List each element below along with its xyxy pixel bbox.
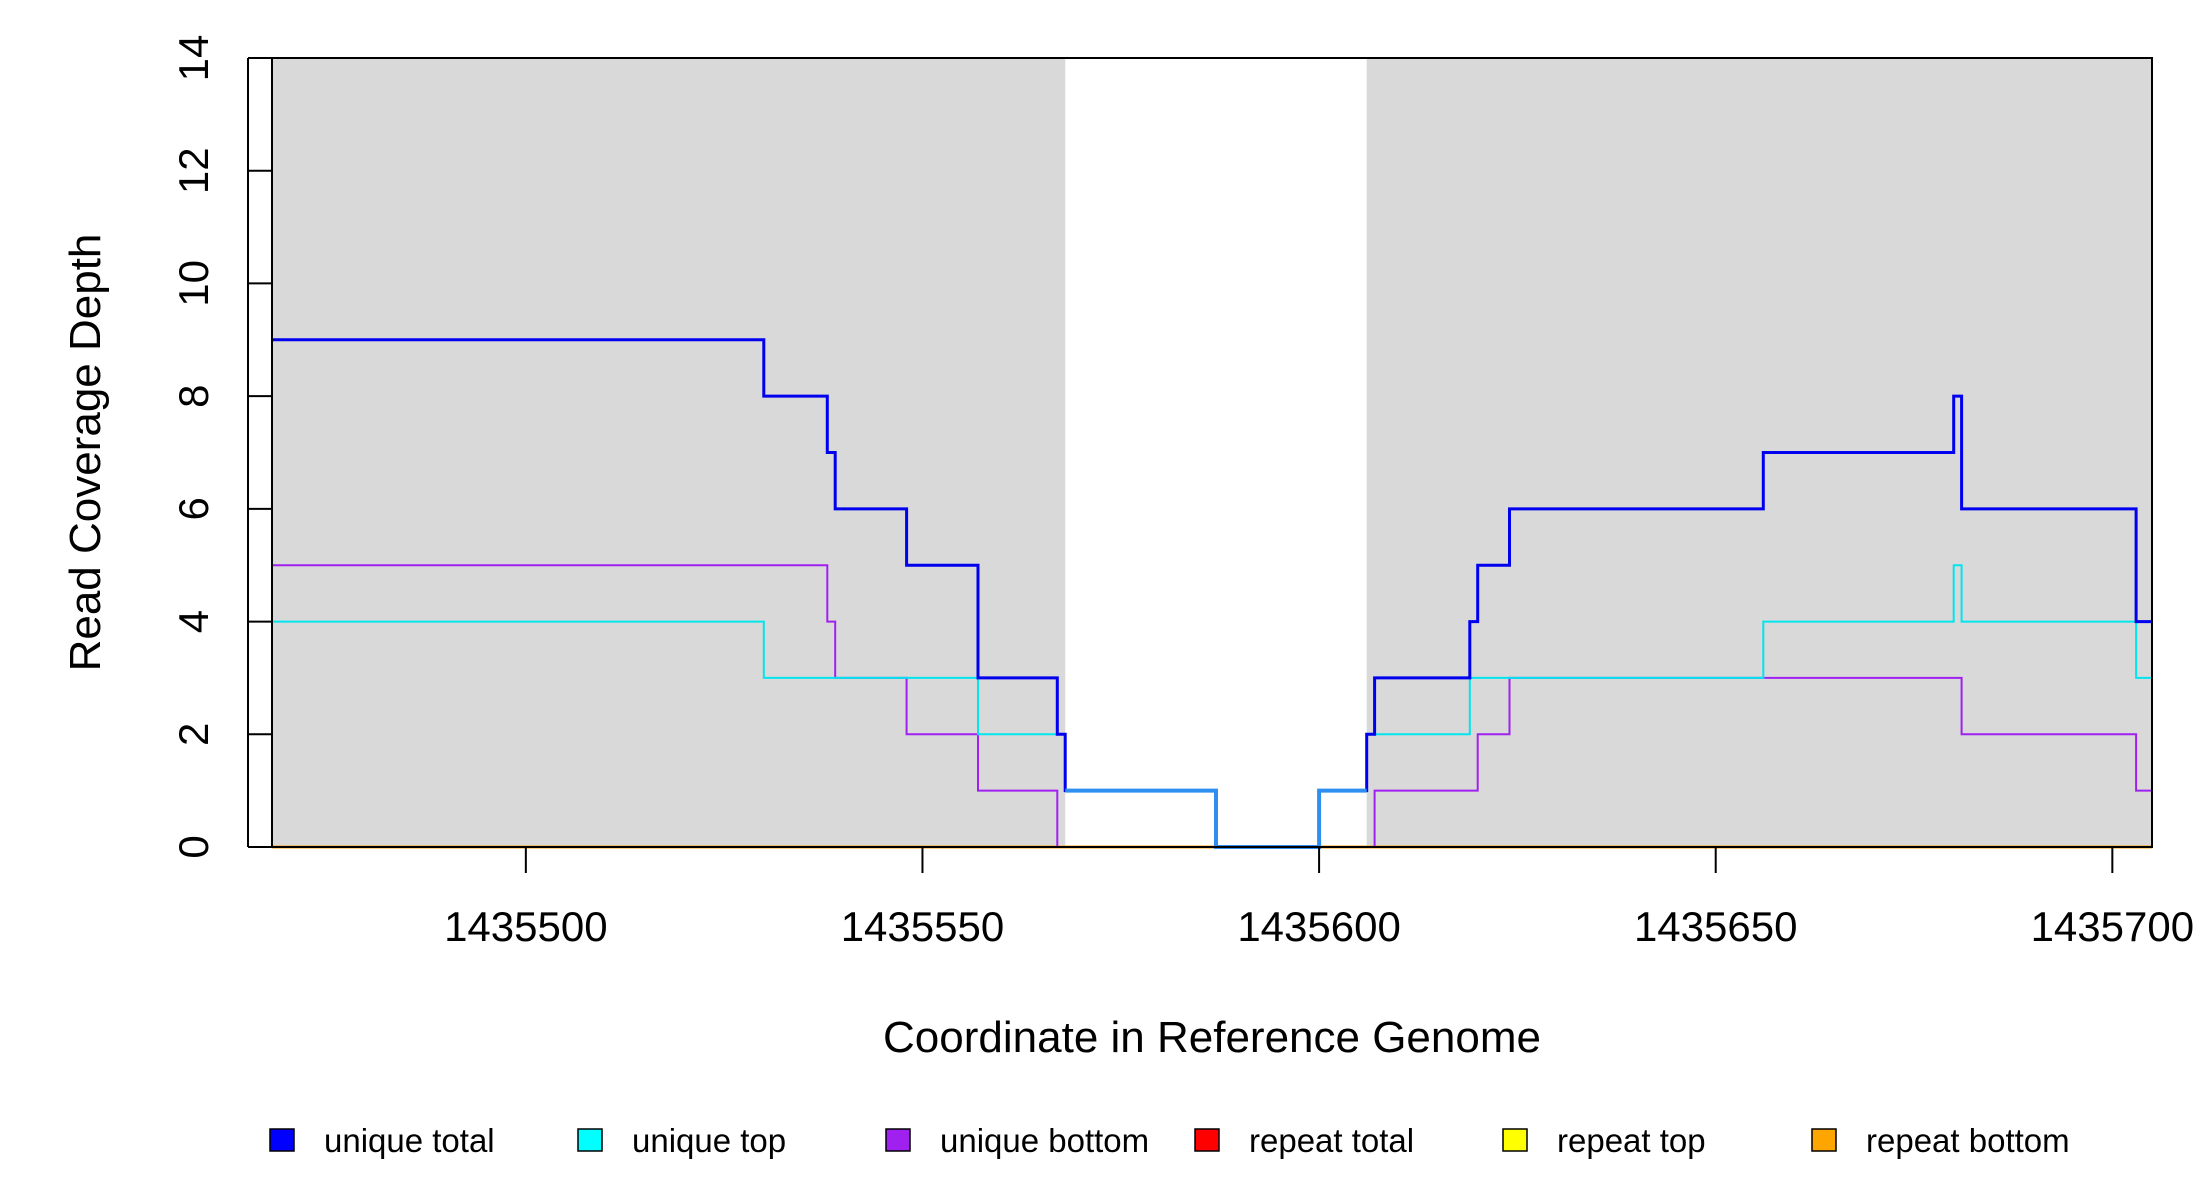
legend-swatch [269, 1128, 295, 1152]
legend-label: repeat top [1557, 1122, 1706, 1159]
y-tick-label: 6 [170, 497, 217, 520]
legend-item-unique-total: unique total [269, 1122, 495, 1159]
series-line-unique-total-unshaded- [1065, 788, 1367, 849]
axes: 1435500 1435550 1435600 1435650 1435700 0 2 4 6 8… [170, 35, 2194, 950]
legend-label: repeat total [1249, 1122, 1414, 1159]
legend-item-repeat-bottom: repeat bottom [1811, 1122, 2070, 1159]
legend-label: unique top [632, 1122, 786, 1159]
x-tick-label: 1435550 [841, 903, 1005, 950]
legend-swatch [1811, 1128, 1837, 1152]
legend-label: repeat bottom [1866, 1122, 2070, 1159]
y-tick-label: 8 [170, 384, 217, 407]
y-tick-label: 14 [170, 35, 217, 82]
legend-swatch [1194, 1128, 1220, 1152]
x-tick-label: 1435700 [2031, 903, 2195, 950]
y-tick-label: 2 [170, 723, 217, 746]
y-tick-label: 10 [170, 260, 217, 307]
legend-label: unique bottom [940, 1122, 1149, 1159]
legend: unique total unique top unique bottom repea… [269, 1122, 2070, 1159]
y-tick-label: 0 [170, 835, 217, 858]
legend-label: unique total [324, 1122, 495, 1159]
legend-item-unique-top: unique top [577, 1122, 786, 1159]
legend-swatch [1502, 1128, 1528, 1152]
shaded-regions [272, 58, 2152, 847]
x-tick-label: 1435600 [1237, 903, 1401, 950]
shaded-region-2 [1366, 58, 2152, 847]
x-tick-label: 1435500 [444, 903, 608, 950]
y-axis-title: Read Coverage Depth [61, 234, 110, 672]
legend-item-unique-bottom: unique bottom [885, 1122, 1149, 1159]
shaded-region-1 [272, 58, 1066, 847]
legend-swatch [885, 1128, 911, 1152]
y-tick-label: 4 [170, 610, 217, 633]
legend-item-repeat-top: repeat top [1502, 1122, 1706, 1159]
legend-item-repeat-total: repeat total [1194, 1122, 1414, 1159]
legend-swatch [577, 1128, 603, 1152]
plot-frame [271, 57, 2153, 848]
x-axis-title: Coordinate in Reference Genome [883, 1013, 1541, 1062]
x-tick-label: 1435650 [1634, 903, 1798, 950]
y-tick-label: 12 [170, 147, 217, 194]
